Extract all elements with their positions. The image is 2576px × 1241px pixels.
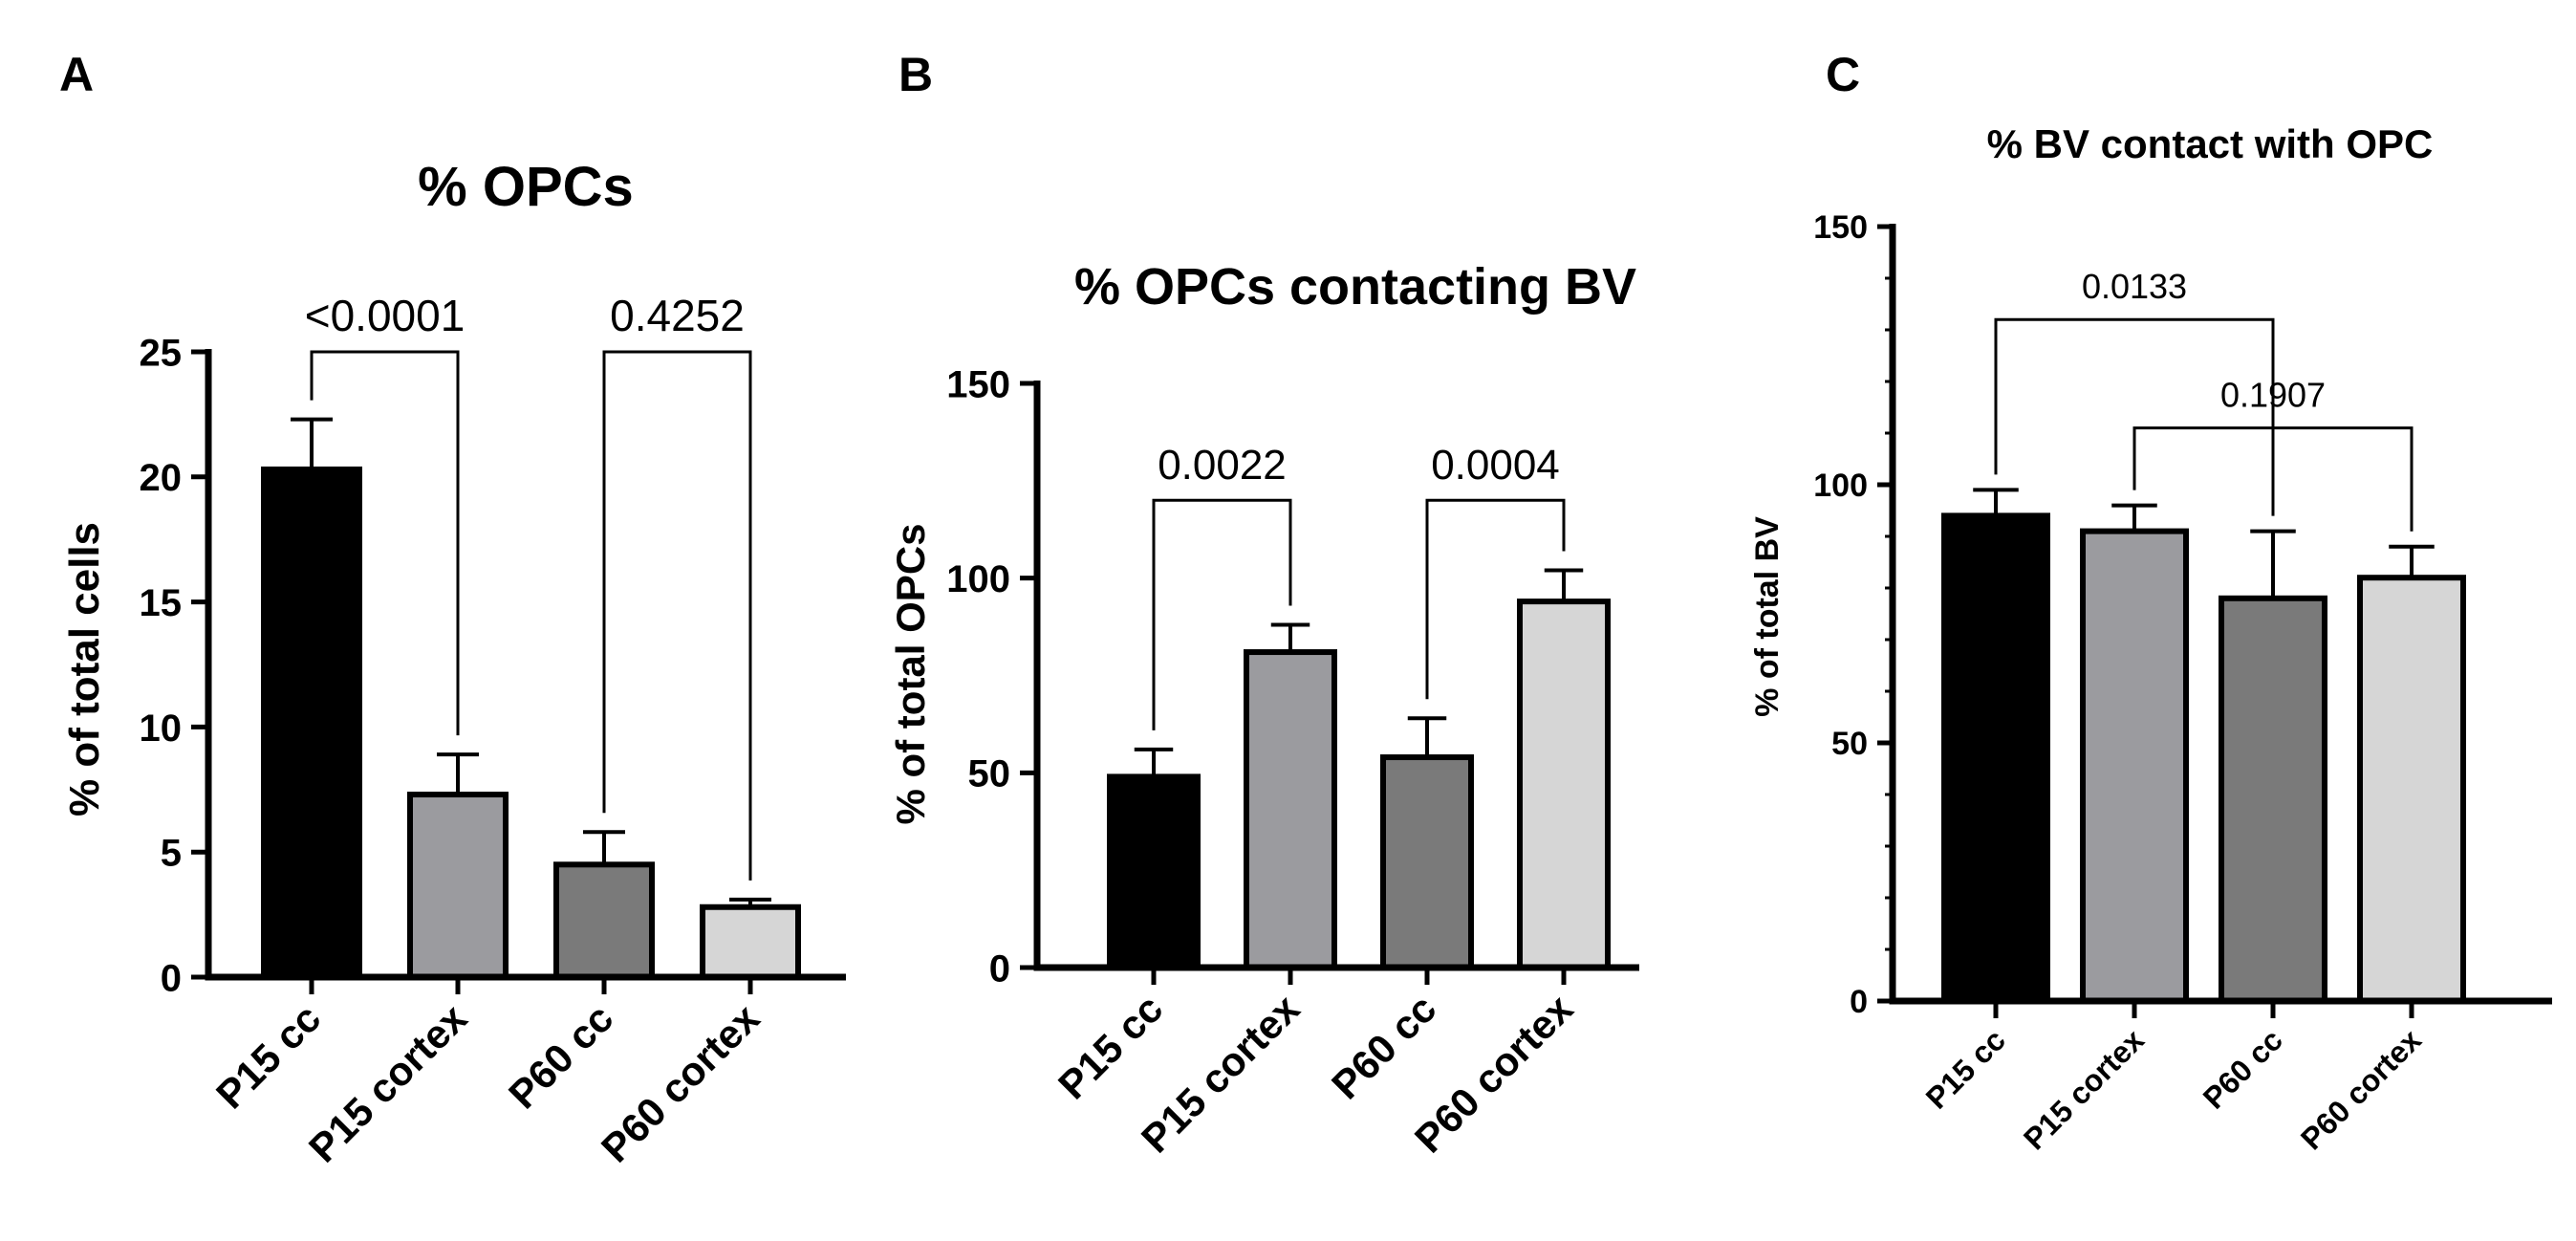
bar	[1941, 512, 2050, 1005]
y-tick-label: 20	[140, 457, 183, 499]
bar	[407, 792, 509, 980]
chart-title: % OPCs	[418, 156, 634, 218]
panel-c: C % BV contact with OPC % of total BV 0 5…	[1749, 48, 2552, 1156]
panel-letter-a: A	[59, 48, 94, 101]
significance-bracket	[602, 350, 752, 881]
y-tick-label: 100	[946, 558, 1010, 600]
x-tick-label: P60 cortex	[2294, 1022, 2428, 1156]
bar	[1380, 754, 1474, 970]
y-tick-label: 10	[140, 708, 183, 750]
x-tick-label: P60 cortex	[593, 995, 768, 1171]
x-tick-label: P15 cc	[207, 995, 329, 1117]
bar	[1244, 649, 1337, 970]
significance-bracket	[2132, 426, 2414, 532]
bar	[1517, 599, 1611, 971]
panel-letter-b: B	[898, 48, 933, 101]
bar	[1107, 773, 1201, 971]
x-tick-label: P60 cc	[1323, 986, 1444, 1107]
significance-bracket	[310, 350, 460, 736]
x-tick-label: P15 cc	[1050, 986, 1171, 1107]
y-axis-label: % of total cells	[61, 522, 108, 816]
p-value-label: <0.0001	[305, 291, 465, 340]
chart-title: % OPCs contacting BV	[1074, 258, 1636, 316]
panel-b: B % OPCs contacting BV % of total OPCs 0…	[888, 48, 1639, 1162]
bar	[2219, 595, 2327, 1004]
significance-bracket	[1994, 317, 2275, 516]
y-tick-label: 100	[1813, 468, 1868, 504]
y-tick-label: 50	[968, 753, 1011, 795]
y-tick-label: 15	[140, 582, 183, 624]
y-axis-label: % of total OPCs	[888, 523, 933, 824]
panel-letter-c: C	[1826, 48, 1860, 101]
p-value-label: 0.0133	[2082, 267, 2187, 306]
chart-title: % BV contact with OPC	[1987, 121, 2434, 166]
p-value-label: 0.0022	[1158, 442, 1287, 489]
significance-bracket	[1425, 498, 1566, 700]
y-tick-label: 25	[140, 332, 183, 374]
y-tick-label: 0	[161, 957, 182, 999]
bar	[261, 466, 362, 980]
p-value-label: 0.0004	[1431, 442, 1560, 489]
x-tick-label: P60 cc	[500, 995, 621, 1117]
y-tick-label: 50	[1831, 726, 1868, 762]
bar	[2357, 575, 2466, 1004]
bar	[553, 861, 655, 981]
x-tick-label: P60 cc	[2197, 1022, 2289, 1115]
p-value-label: 0.4252	[610, 291, 745, 340]
x-tick-label: P15 cortex	[2017, 1022, 2151, 1156]
bar	[700, 904, 801, 981]
panel-a: A % OPCs % of total cells 0 5 10 15 20 25 P15 …	[59, 48, 846, 1171]
y-tick-label: 150	[1813, 209, 1868, 246]
y-tick-label: 0	[1850, 984, 1868, 1020]
significance-bracket	[1152, 498, 1292, 730]
x-tick-label: P15 cc	[1919, 1022, 2012, 1115]
y-tick-label: 5	[161, 833, 182, 875]
x-tick-label: P15 cortex	[300, 995, 476, 1171]
y-tick-label: 0	[989, 947, 1010, 990]
y-axis-label: % of total BV	[1749, 516, 1786, 717]
y-tick-label: 150	[946, 363, 1010, 405]
bar	[2080, 528, 2189, 1004]
p-value-label: 0.1907	[2220, 376, 2326, 415]
